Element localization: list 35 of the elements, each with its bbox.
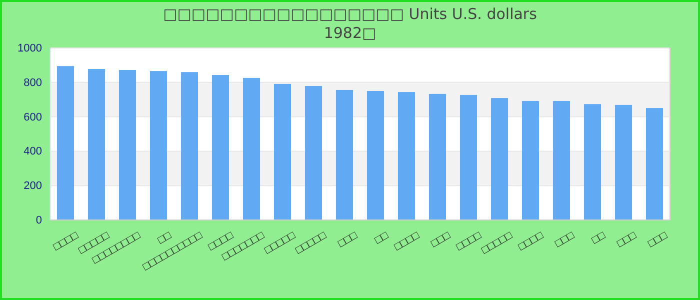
x-tick-label: □□□: [429, 229, 453, 250]
y-tick-label: 600: [24, 111, 42, 124]
bar: [552, 100, 570, 220]
bar: [118, 70, 136, 220]
bar: [614, 104, 632, 220]
bar: [366, 91, 384, 220]
x-tick-label: □□: [590, 229, 608, 247]
y-tick-label: 0: [36, 214, 42, 227]
bar: [274, 84, 292, 220]
chart-subtitle: 1982□: [324, 24, 376, 42]
x-tick-label: □□: [372, 229, 391, 247]
bar: [88, 68, 106, 220]
x-tick-label: □□□: [553, 229, 577, 250]
bar: [212, 75, 230, 220]
bar: [398, 92, 416, 220]
bar: [150, 71, 168, 220]
y-tick-label: 800: [24, 76, 42, 89]
bar: [522, 100, 540, 220]
bar: [584, 104, 602, 220]
bar: [242, 78, 260, 220]
bar: [336, 90, 354, 220]
bar: [180, 72, 198, 220]
x-tick-label: □□□: [615, 229, 639, 250]
bar: [304, 86, 322, 220]
x-tick-label: □□□: [336, 229, 360, 250]
bar: [428, 94, 446, 220]
bar: [490, 98, 508, 220]
y-tick-label: 200: [24, 180, 42, 192]
y-tick-label: 1000: [18, 42, 42, 55]
chart-title: □□□□□□□□□□□□□□□□□ Units U.S. dollars: [163, 5, 538, 23]
bar: [460, 94, 478, 220]
x-tick-label: □□□: [646, 229, 670, 250]
bar: [56, 66, 74, 220]
y-tick-label: 400: [24, 146, 42, 158]
bar: [646, 108, 664, 220]
